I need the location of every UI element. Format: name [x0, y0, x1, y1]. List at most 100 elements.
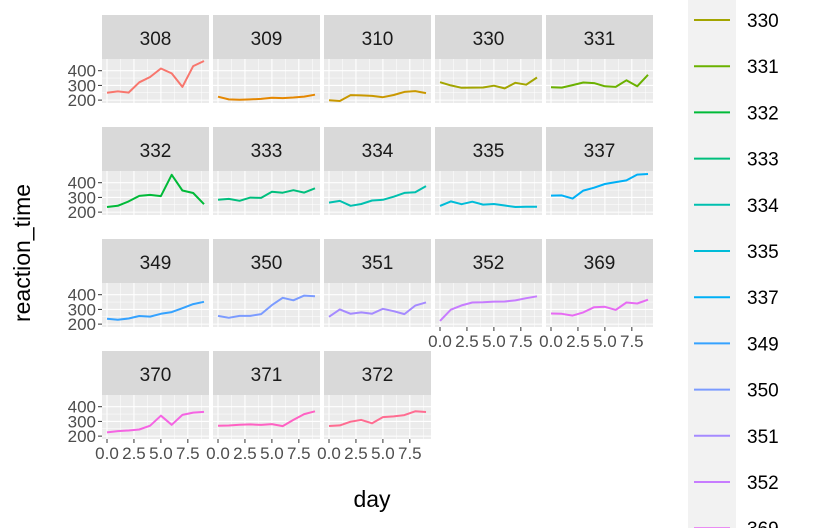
x-tick-label: 0.0 — [206, 444, 230, 463]
facet-strip-label: 371 — [251, 365, 283, 386]
x-tick-label: 2.5 — [566, 332, 590, 351]
series-line-372 — [328, 410, 427, 427]
y-tick-label: 400 — [68, 174, 96, 193]
legend-item-335: 335 — [694, 242, 779, 263]
y-tick-label: 300 — [68, 412, 96, 431]
facet-panel-332: 332 — [102, 127, 209, 215]
facet-panel-331: 331 — [546, 15, 653, 103]
x-tick-label: 5.0 — [260, 444, 284, 463]
facet-strip — [324, 15, 431, 59]
plot-area — [324, 171, 431, 215]
y-tick-label: 200 — [68, 315, 96, 334]
series-line-337 — [550, 173, 649, 200]
plot-area — [102, 395, 209, 439]
plot-area — [213, 395, 320, 439]
legend-label: 349 — [747, 334, 779, 355]
plot-area — [435, 283, 542, 327]
facet-panel-372: 372 — [324, 351, 431, 439]
facet-strip — [102, 15, 209, 59]
plot-area — [102, 59, 209, 103]
facet-panel-309: 309 — [213, 15, 320, 103]
facet-panel-335: 335 — [435, 127, 542, 215]
plot-background — [213, 395, 320, 439]
facet-panel-350: 350 — [213, 239, 320, 327]
plot-area — [546, 171, 653, 215]
facet-strip — [213, 239, 320, 283]
facet-panel-334: 334 — [324, 127, 431, 215]
facet-strip — [435, 127, 542, 171]
legend: 330 331 332 333 334 335 337 349 350 351 352 369 — [688, 0, 779, 528]
facet-strip-label: 330 — [473, 29, 505, 50]
x-tick-label: 5.0 — [482, 332, 506, 351]
x-tick-label: 7.5 — [287, 444, 311, 463]
legend-item-349: 349 — [694, 334, 779, 355]
facet-panel-349: 349 — [102, 239, 209, 327]
plot-background — [213, 59, 320, 103]
plot-area — [546, 59, 653, 103]
legend-item-351: 351 — [694, 427, 779, 448]
y-axis-title: reaction_time — [9, 184, 35, 322]
legend-label: 335 — [747, 242, 779, 263]
facet-strip-label: 333 — [251, 141, 283, 162]
facet-strip — [102, 127, 209, 171]
facet-strip — [213, 127, 320, 171]
x-tick-label: 5.0 — [593, 332, 617, 351]
series-line-332 — [106, 173, 205, 208]
series-line-369 — [550, 298, 649, 317]
legend-label: 350 — [747, 381, 779, 402]
facet-strip-label: 332 — [140, 141, 172, 162]
series-line-371 — [217, 410, 316, 428]
plot-background — [435, 171, 542, 215]
x-tick-label: 0.0 — [95, 444, 119, 463]
plot-background — [324, 283, 431, 327]
legend-item-332: 332 — [694, 103, 779, 124]
facet-strip-label: 369 — [584, 253, 616, 274]
facet-strip-label: 352 — [473, 253, 505, 274]
facet-strip — [546, 239, 653, 283]
facet-strip — [546, 127, 653, 171]
facet-panel-351: 351 — [324, 239, 431, 327]
legend-label: 333 — [747, 150, 779, 171]
x-tick-label: 2.5 — [344, 444, 368, 463]
plot-area — [324, 283, 431, 327]
plot-area — [102, 283, 209, 327]
facet-strip-label: 351 — [362, 253, 394, 274]
x-tick-label: 7.5 — [176, 444, 200, 463]
y-tick-label: 300 — [68, 76, 96, 95]
facet-panel-308: 308 — [102, 15, 209, 103]
series-line-335 — [439, 200, 538, 208]
facet-panel-333: 333 — [213, 127, 320, 215]
facet-strip — [213, 351, 320, 395]
legend-label: 369 — [747, 519, 779, 528]
facet-strip-label: 349 — [140, 253, 172, 274]
legend-key-background — [688, 0, 736, 528]
legend-item-369: 369 — [694, 519, 779, 528]
facet-strip-label: 372 — [362, 365, 394, 386]
plot-area — [324, 59, 431, 103]
facet-panel-330: 330 — [435, 15, 542, 103]
y-tick-label: 200 — [68, 427, 96, 446]
y-tick-label: 400 — [68, 286, 96, 305]
facet-panel-337: 337 — [546, 127, 653, 215]
x-tick-label: 7.5 — [398, 444, 422, 463]
series-line-309 — [217, 93, 316, 101]
plot-background — [213, 283, 320, 327]
legend-label: 330 — [747, 11, 779, 32]
facet-strip — [435, 15, 542, 59]
facet-panel-310: 310 — [324, 15, 431, 103]
facet-panels: 308 309 310 330 331 332 333 334 335 337 349 350 351 3… — [102, 15, 653, 439]
facet-strip — [546, 15, 653, 59]
facet-panel-369: 369 — [546, 239, 653, 327]
facet-strip-label: 350 — [251, 253, 283, 274]
series-line-352 — [439, 295, 538, 322]
legend-item-334: 334 — [694, 196, 779, 217]
y-tick-label: 200 — [68, 91, 96, 110]
y-tick-label: 200 — [68, 203, 96, 222]
legend-label: 352 — [747, 473, 779, 494]
plot-background — [435, 283, 542, 327]
facet-panel-352: 352 — [435, 239, 542, 327]
plot-area — [213, 59, 320, 103]
facet-strip — [324, 239, 431, 283]
